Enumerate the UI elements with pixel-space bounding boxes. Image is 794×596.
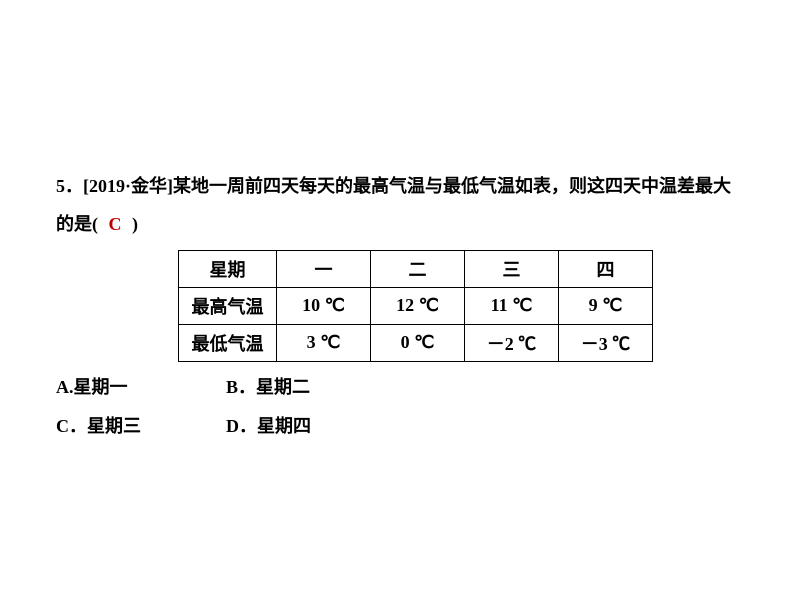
high-cell: 12 ℃ <box>371 287 465 324</box>
answer-letter: C <box>103 214 128 234</box>
question-text-3: ) <box>132 214 138 234</box>
day-cell: 一 <box>277 250 371 287</box>
table-row-header: 星期 一 二 三 四 <box>179 250 653 287</box>
day-cell: 三 <box>465 250 559 287</box>
question-source: [2019·金华] <box>83 176 173 196</box>
option-d-text: 星期四 <box>257 416 311 436</box>
low-cell: 3 ℃ <box>277 324 371 361</box>
option-c-text: 星期三 <box>87 416 141 436</box>
low-cell: －2 ℃ <box>465 324 559 361</box>
dot: ． <box>65 176 83 196</box>
low-cell: －3 ℃ <box>559 324 653 361</box>
high-cell: 9 ℃ <box>559 287 653 324</box>
option-b: B．星期二 <box>226 368 426 408</box>
options-row-2: C．星期三 D．星期四 <box>56 407 738 447</box>
option-d-prefix: D． <box>226 416 257 436</box>
row-high-label: 最高气温 <box>179 287 277 324</box>
question-line-1: 5．[2019·金华]某地一周前四天每天的最高气温与最低气温如表，则这四天中温差… <box>56 168 738 206</box>
question-text-1: 某地一周前四天每天的最高气温与最低气温如表，则这四天中温差最大 <box>173 176 731 196</box>
options-block: A.星期一 B．星期二 C．星期三 D．星期四 <box>56 368 738 447</box>
option-b-prefix: B． <box>226 377 256 397</box>
options-row-1: A.星期一 B．星期二 <box>56 368 738 408</box>
option-a: A.星期一 <box>56 368 226 408</box>
day-cell: 四 <box>559 250 653 287</box>
high-cell: 10 ℃ <box>277 287 371 324</box>
low-cell: 0 ℃ <box>371 324 465 361</box>
question-number: 5 <box>56 176 65 196</box>
header-label: 星期 <box>179 250 277 287</box>
table-row-low: 最低气温 3 ℃ 0 ℃ －2 ℃ －3 ℃ <box>179 324 653 361</box>
high-cell: 11 ℃ <box>465 287 559 324</box>
question-block: 5．[2019·金华]某地一周前四天每天的最高气温与最低气温如表，则这四天中温差… <box>56 168 738 447</box>
option-c-prefix: C． <box>56 416 87 436</box>
option-a-text: 星期一 <box>74 377 128 397</box>
option-c: C．星期三 <box>56 407 226 447</box>
question-line-2: 的是( C ) <box>56 206 738 244</box>
temperature-table: 星期 一 二 三 四 最高气温 10 ℃ 12 ℃ 11 ℃ 9 ℃ 最低气温 … <box>178 250 653 362</box>
row-low-label: 最低气温 <box>179 324 277 361</box>
question-text-2: 的是( <box>56 214 98 234</box>
table-row-high: 最高气温 10 ℃ 12 ℃ 11 ℃ 9 ℃ <box>179 287 653 324</box>
day-cell: 二 <box>371 250 465 287</box>
option-b-text: 星期二 <box>256 377 310 397</box>
option-d: D．星期四 <box>226 407 426 447</box>
option-a-prefix: A. <box>56 377 74 397</box>
